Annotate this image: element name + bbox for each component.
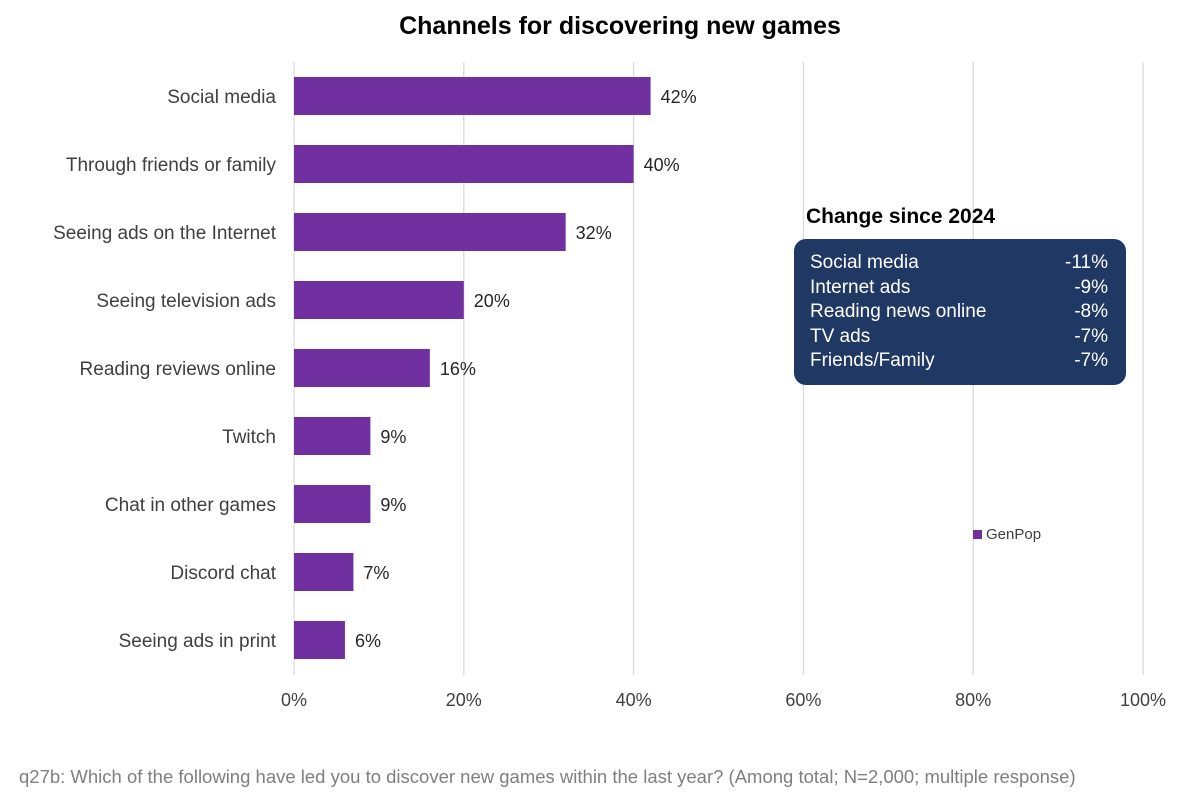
category-label: Reading reviews online (80, 359, 276, 380)
value-label: 32% (576, 223, 612, 243)
bar (294, 417, 371, 455)
change-row-value: -9% (1074, 276, 1108, 298)
change-row-value: -7% (1074, 350, 1108, 371)
change-panel-title: Change since 2024 (806, 205, 996, 228)
x-tick-label: 100% (1120, 690, 1166, 710)
category-label: Chat in other games (105, 495, 276, 516)
value-label: 20% (474, 291, 510, 311)
change-row-label: Internet ads (810, 276, 911, 298)
x-tick-label: 80% (955, 690, 991, 710)
value-label: 9% (380, 427, 406, 447)
legend-swatch (973, 530, 982, 539)
change-row-label: Social media (810, 252, 919, 273)
bar (294, 213, 566, 251)
bar (294, 281, 464, 319)
value-label: 16% (440, 359, 476, 379)
value-label: 7% (363, 563, 389, 583)
category-label: Discord chat (170, 563, 276, 584)
value-label: 42% (661, 87, 697, 107)
change-row-label: TV ads (810, 325, 871, 347)
bar (294, 349, 430, 387)
change-row-tv-ads: TV ads -7% (810, 325, 1110, 350)
change-row-label: Friends/Family (810, 350, 935, 371)
x-tick-label: 20% (446, 690, 482, 710)
change-row-value: -8% (1074, 301, 1108, 322)
bar (294, 485, 371, 523)
change-row-label: Reading news online (810, 301, 987, 322)
category-label: Twitch (222, 427, 276, 448)
category-label: Seeing ads on the Internet (53, 223, 277, 244)
change-row-value: -11% (1065, 252, 1108, 273)
category-label: Seeing ads in print (119, 631, 277, 652)
change-row-internet-ads: Internet ads -9% (810, 276, 1110, 301)
category-label: Social media (167, 87, 276, 108)
bar (294, 553, 354, 591)
value-label: 9% (380, 495, 406, 515)
x-tick-label: 60% (785, 690, 821, 710)
category-label: Seeing television ads (96, 291, 276, 312)
x-tick-label: 40% (616, 690, 652, 710)
legend: GenPop (973, 526, 1041, 543)
change-row-social-media: Social media -11% (810, 251, 1110, 276)
value-label: 40% (644, 155, 680, 175)
change-row-value: -7% (1074, 325, 1108, 347)
value-label: 6% (355, 631, 381, 651)
change-row-friends-family: Friends/Family -7% (810, 349, 1110, 374)
bar (294, 145, 634, 183)
bar (294, 77, 651, 115)
category-label: Through friends or family (66, 155, 277, 176)
chart-title: Channels for discovering new games (399, 12, 841, 40)
change-row-reading-news: Reading news online -8% (810, 300, 1110, 325)
footnote: q27b: Which of the following have led yo… (19, 766, 1076, 787)
legend-label: GenPop (986, 526, 1042, 543)
bar (294, 621, 345, 659)
change-panel: Social media -11% Internet ads -9% Readi… (794, 239, 1126, 385)
x-tick-label: 0% (281, 690, 307, 710)
